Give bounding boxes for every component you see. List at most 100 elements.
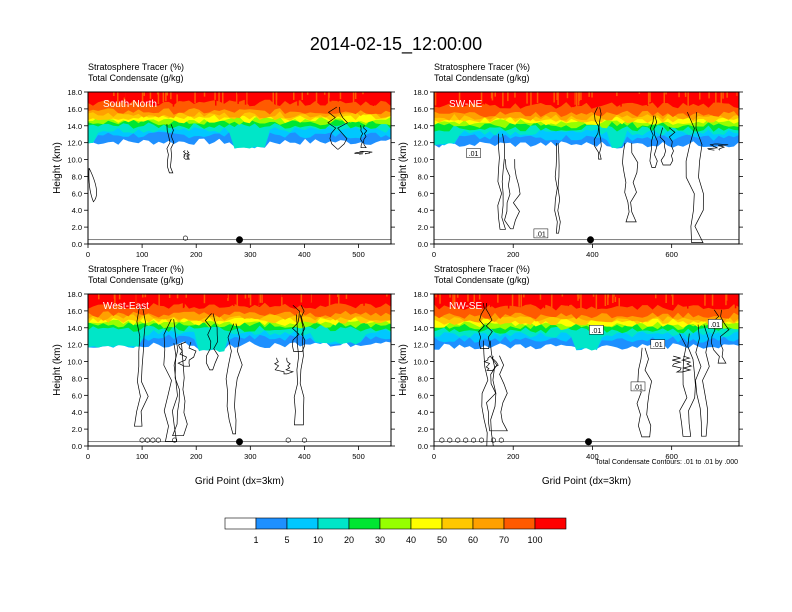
small-contour-circle <box>145 437 151 443</box>
tracer-streak <box>570 294 572 300</box>
tracer-streak <box>711 294 714 306</box>
tracer-streak <box>511 294 514 309</box>
y-axis-label: Height (km) <box>52 344 63 396</box>
x-tick-label: 300 <box>244 250 257 259</box>
tracer-streak <box>191 92 193 96</box>
tracer-streak <box>203 92 206 97</box>
tracer-streak <box>176 92 178 106</box>
y-tick-label: 2.0 <box>72 223 82 232</box>
tracer-streak <box>436 294 438 304</box>
x-tick-label: 600 <box>665 452 678 461</box>
panel-label: NW-SE <box>449 301 482 312</box>
tracer-streak <box>379 294 381 298</box>
x-tick-label: 100 <box>136 250 149 259</box>
tracer-streak <box>706 92 709 99</box>
tracer-streak <box>165 92 167 102</box>
tracer-streak <box>362 92 364 95</box>
tracer-streak <box>673 92 675 106</box>
tracer-streak <box>551 294 553 309</box>
x-tick-label: 0 <box>432 452 436 461</box>
small-contour-circle <box>498 437 504 443</box>
colorbar-swatch <box>255 517 288 530</box>
condensate-contour <box>695 324 710 437</box>
panel-south-north: Stratosphere Tracer (%)Total Condensate … <box>52 62 395 259</box>
tracer-streak <box>328 294 331 309</box>
tracer-streak <box>618 294 620 299</box>
tracer-streak <box>152 92 154 104</box>
tracer-streak <box>490 92 493 99</box>
tracer-streak <box>613 294 616 297</box>
tracer-streak <box>654 92 657 102</box>
panel-header-tracer: Stratosphere Tracer (%) <box>88 264 184 274</box>
tracer-streak <box>383 294 385 301</box>
svg-text:.01: .01 <box>592 328 602 335</box>
tracer-streak <box>726 92 728 98</box>
tracer-streak <box>595 294 598 309</box>
tracer-streak <box>614 294 617 297</box>
tracer-field <box>88 294 391 446</box>
tracer-streak <box>286 294 288 299</box>
plot-frame <box>87 91 392 245</box>
tracer-streak <box>310 294 313 303</box>
colorbar-swatch <box>472 517 505 530</box>
small-contour-circle <box>447 437 453 443</box>
tracer-streak <box>300 294 303 303</box>
tracer-streak <box>386 294 388 297</box>
y-tick-label: 18.0 <box>413 88 428 97</box>
tracer-streak <box>704 294 706 306</box>
tracer-streak <box>113 92 115 96</box>
tracer-streak <box>307 92 310 104</box>
tracer-streak <box>345 294 348 299</box>
colorbar: 1 5 10 20 30 40 50 60 70 100 <box>224 517 567 545</box>
colorbar-label: 20 <box>344 535 354 545</box>
colorbar-swatch <box>534 517 567 530</box>
tracer-streak <box>156 92 159 95</box>
svg-text:.01: .01 <box>633 384 643 391</box>
location-marker <box>236 236 243 244</box>
tracer-streak <box>737 92 739 104</box>
small-contour-circle <box>155 437 161 443</box>
tracer-streak <box>337 294 339 297</box>
tracer-streak <box>684 92 687 97</box>
small-contour-circle <box>439 437 445 443</box>
tracer-streak <box>147 92 149 103</box>
tracer-streak <box>133 92 135 101</box>
y-axis-label: Height (km) <box>398 142 409 194</box>
tracer-streak <box>509 92 511 105</box>
tracer-streak <box>183 294 185 308</box>
tracer-streak <box>665 294 667 303</box>
tracer-streak <box>213 294 216 297</box>
condensate-contour <box>649 115 658 168</box>
tracer-streak <box>687 294 689 309</box>
panels-group: Stratosphere Tracer (%)Total Condensate … <box>52 62 743 487</box>
tracer-streak <box>687 92 689 107</box>
contour-label: .01 <box>630 381 646 391</box>
tracer-streak <box>620 294 623 300</box>
tracer-streak <box>220 294 222 303</box>
x-axis-label: Grid Point (dx=3km) <box>195 476 284 487</box>
y-tick-label: 4.0 <box>418 408 428 417</box>
tracer-streak <box>482 294 484 301</box>
tracer-streak <box>309 92 312 104</box>
tracer-streak <box>655 294 657 299</box>
plot-frame <box>433 91 740 245</box>
y-tick-label: 16.0 <box>413 105 428 114</box>
tracer-streak <box>255 92 258 101</box>
tracer-streak <box>515 294 517 300</box>
tracer-streak <box>580 92 582 100</box>
condensate-contour <box>133 306 149 427</box>
condensate-contour <box>353 151 373 155</box>
y-tick-label: 14.0 <box>413 324 428 333</box>
tracer-streak <box>507 294 510 309</box>
contour-label: .01 <box>707 319 723 329</box>
tracer-streak <box>452 294 454 310</box>
tracer-streak <box>473 294 475 302</box>
tracer-streak <box>232 92 235 94</box>
tracer-streak <box>591 294 593 307</box>
tracer-streak <box>678 92 680 98</box>
tracer-streak <box>627 294 629 300</box>
tracer-streak <box>261 294 263 303</box>
tracer-streak <box>214 92 216 100</box>
tracer-streak <box>536 92 539 103</box>
tracer-streak <box>321 92 324 98</box>
